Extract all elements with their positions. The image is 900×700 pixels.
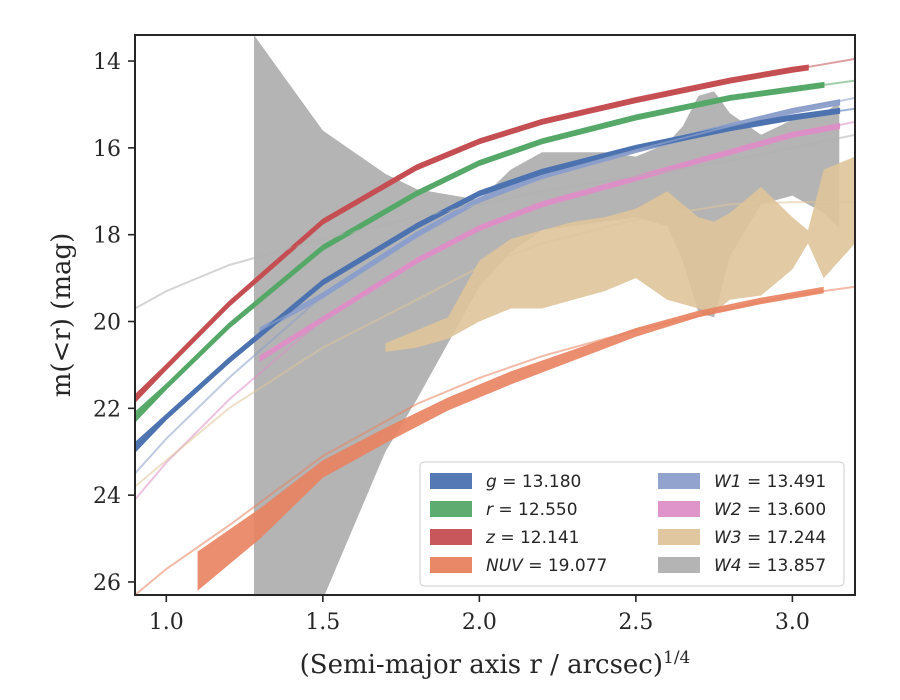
x-tick-label: 3.0 (775, 610, 810, 635)
legend-swatch-r (430, 501, 472, 517)
y-tick-label: 20 (93, 311, 121, 336)
fit-line-w2 (259, 125, 840, 360)
plot-frame (134, 34, 856, 596)
legend-label-w1: W1 = 13.491 (714, 472, 826, 492)
y-tick-label: 26 (93, 571, 121, 596)
legend-label-g: g = 13.180 (486, 472, 581, 492)
legend-label-r: r = 12.550 (486, 500, 578, 520)
legend-swatch-z (430, 529, 472, 545)
x-axis-label: (Semi-major axis r / arcsec)1/4 (300, 648, 691, 680)
fit-line-w1 (259, 101, 840, 331)
fit-line-z (135, 66, 809, 400)
band-w3 (385, 156, 855, 352)
legend-label-nuv: NUV = 19.077 (486, 556, 607, 576)
band-w1 (259, 99, 841, 334)
x-axis-ticks: 1.0 1.5 2.0 2.5 3.0 (149, 595, 810, 635)
legend-label-w4: W4 = 13.857 (714, 556, 826, 576)
band-g (135, 107, 841, 453)
y-axis-label: m(<r) (mag) (47, 233, 77, 398)
band-w4 (254, 35, 840, 595)
x-tick-label: 2.0 (462, 610, 497, 635)
model-curve-nuv (135, 285, 855, 595)
y-tick-label: 14 (93, 50, 121, 75)
legend-swatch-w3 (658, 529, 700, 545)
legend-label-z: z = 12.141 (485, 528, 579, 548)
y-tick-label: 18 (93, 224, 121, 249)
x-tick-label: 1.0 (149, 610, 184, 635)
band-r (135, 81, 825, 423)
y-tick-label: 24 (93, 484, 121, 509)
legend: g = 13.180 r = 12.550 z = 12.141 NUV = 19.0… (419, 461, 845, 587)
fit-line-g (135, 109, 840, 449)
legend-swatch-w2 (658, 501, 700, 517)
legend-swatch-g (430, 473, 472, 489)
y-axis-ticks: 14 16 18 20 22 24 26 (93, 50, 135, 596)
legend-swatch-w4 (658, 557, 700, 573)
band-w2 (259, 123, 841, 363)
model-curve-w4 (135, 133, 855, 310)
x-tick-label: 2.5 (618, 610, 653, 635)
fit-line-r (135, 83, 824, 418)
legend-swatch-w1 (658, 473, 700, 489)
y-tick-label: 22 (93, 397, 121, 422)
model-curve-w3 (135, 201, 855, 488)
legend-label-w3: W3 = 17.244 (714, 528, 826, 548)
x-tick-label: 1.5 (305, 610, 340, 635)
legend-frame (419, 461, 845, 587)
fit-lines (135, 66, 840, 449)
legend-swatch-nuv (430, 557, 472, 573)
legend-label-w2: W2 = 13.600 (714, 500, 826, 520)
y-tick-label: 16 (93, 137, 121, 162)
